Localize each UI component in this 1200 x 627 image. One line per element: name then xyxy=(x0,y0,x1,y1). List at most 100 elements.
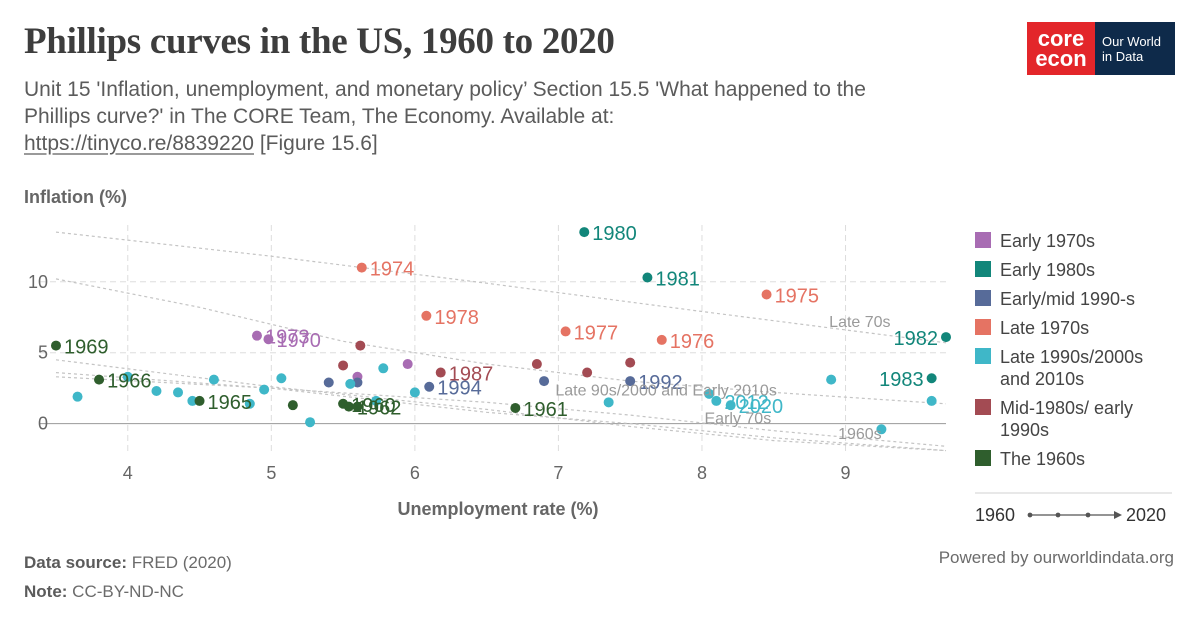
trend-curves xyxy=(55,231,947,452)
gridlines xyxy=(40,225,946,452)
data-point xyxy=(208,374,219,385)
subtitle-line-1: Unit 15 'Inflation, unemployment, and mo… xyxy=(24,78,866,101)
data-point xyxy=(876,424,887,435)
data-point xyxy=(603,397,614,408)
data-point xyxy=(539,376,550,387)
timeline-start: 1960 xyxy=(975,505,1015,525)
trend-curve xyxy=(55,359,947,452)
data-point xyxy=(582,367,593,378)
legend-label: and 2010s xyxy=(1000,369,1084,389)
year-label: 1977 xyxy=(574,322,619,344)
data-point xyxy=(704,388,715,399)
legend-swatch xyxy=(975,399,991,415)
data-point xyxy=(560,326,571,337)
year-label: 1975 xyxy=(775,286,820,308)
x-tick-label: 9 xyxy=(841,463,851,483)
timeline-arrow-icon xyxy=(1114,511,1122,519)
legend-label: Early/mid 1990-s xyxy=(1000,289,1135,309)
data-point xyxy=(941,332,951,343)
data-point xyxy=(259,384,270,395)
legend-label: The 1960s xyxy=(1000,449,1085,469)
data-points xyxy=(51,227,951,435)
subtitle-line-2: Phillips curve?' in The CORE Team, The E… xyxy=(24,105,615,128)
data-point xyxy=(642,272,653,283)
source-link[interactable]: https://tinyco.re/8839220 xyxy=(24,132,254,155)
timeline-dot-start xyxy=(1027,512,1033,518)
data-point xyxy=(531,359,542,370)
data-point xyxy=(251,330,262,341)
curve-annotation: Early 70s xyxy=(705,411,772,428)
legend-swatch xyxy=(975,290,991,306)
legend-swatch xyxy=(975,319,991,335)
chart-title: Phillips curves in the US, 1960 to 2020 xyxy=(24,21,615,62)
data-point xyxy=(421,310,432,321)
note-value: CC-BY-ND-NC xyxy=(67,582,184,601)
footer-notes: Data source: FRED (2020) Note: CC-BY-ND-… xyxy=(24,548,232,606)
curve-annotation: Late 90s/2000 and Early 2010s xyxy=(555,382,777,399)
logo-core-bottom: econ xyxy=(1035,45,1087,71)
x-tick-label: 6 xyxy=(410,463,420,483)
data-point xyxy=(72,391,83,402)
trend-curve xyxy=(55,376,947,447)
x-axis-ticks: 4 5 6 7 8 9 xyxy=(123,463,851,483)
timeline-control[interactable]: 1960 2020 xyxy=(975,505,1166,525)
source-value: FRED (2020) xyxy=(126,553,232,572)
note-label: Note: xyxy=(24,582,68,601)
data-point xyxy=(510,403,521,414)
y-tick-label: 10 xyxy=(28,272,48,292)
data-point xyxy=(187,395,198,406)
subtitle-suffix: [Figure 15.6] xyxy=(254,132,378,155)
data-point xyxy=(94,374,105,385)
logo-owid-top: Our World xyxy=(1102,33,1161,49)
data-point xyxy=(122,371,133,382)
year-label: 1961 xyxy=(523,399,568,421)
year-label: 1960 xyxy=(351,395,396,417)
data-point xyxy=(51,340,61,351)
data-point xyxy=(323,377,334,388)
core-econ-logo: core econ xyxy=(1027,22,1095,75)
data-point xyxy=(625,357,636,368)
data-point xyxy=(435,367,446,378)
data-point xyxy=(151,385,162,396)
year-label: 1992 xyxy=(638,372,683,394)
legend-swatch xyxy=(975,261,991,277)
data-point xyxy=(761,289,772,300)
legend-label: Early 1970s xyxy=(1000,231,1095,251)
year-label: 1970 xyxy=(276,330,321,352)
curve-annotation: Late 70s xyxy=(829,314,890,331)
year-label: 1981 xyxy=(655,268,700,290)
legend-swatch xyxy=(975,232,991,248)
data-point xyxy=(725,400,736,411)
year-label: 1994 xyxy=(437,378,482,400)
year-label: 1962 xyxy=(357,398,402,420)
data-point xyxy=(194,395,205,406)
data-point xyxy=(287,400,298,411)
data-point xyxy=(305,417,316,428)
legend: Early 1970s Early 1980s Early/mid 1990-s La… xyxy=(975,231,1143,469)
legend-label: Late 1970s xyxy=(1000,318,1089,338)
year-label: 1969 xyxy=(64,337,109,359)
data-point xyxy=(244,398,255,409)
legend-label: Late 1990s/2000s xyxy=(1000,347,1143,367)
note: Note: CC-BY-ND-NC xyxy=(24,577,232,606)
year-label: 1983 xyxy=(879,369,924,391)
data-point xyxy=(378,363,389,374)
x-tick-label: 5 xyxy=(266,463,276,483)
source-label: Data source: xyxy=(24,553,127,572)
year-label: 1973 xyxy=(265,327,310,349)
y-tick-label: 0 xyxy=(38,414,48,434)
logo-core-top: core xyxy=(1037,25,1085,51)
data-point xyxy=(276,373,287,384)
our-world-in-data-logo: Our World in Data xyxy=(1095,22,1175,75)
data-point xyxy=(402,359,413,370)
data-point xyxy=(356,262,367,273)
year-label: 1965 xyxy=(208,392,253,414)
data-point xyxy=(355,340,366,351)
year-label: 1974 xyxy=(370,259,415,281)
x-tick-label: 4 xyxy=(123,463,133,483)
core-owid-logo[interactable]: core econ Our World in Data xyxy=(1027,22,1175,75)
powered-by-link[interactable]: Powered by ourworldindata.org xyxy=(938,548,1174,567)
year-label: 1978 xyxy=(434,307,479,329)
legend-swatch xyxy=(975,450,991,466)
